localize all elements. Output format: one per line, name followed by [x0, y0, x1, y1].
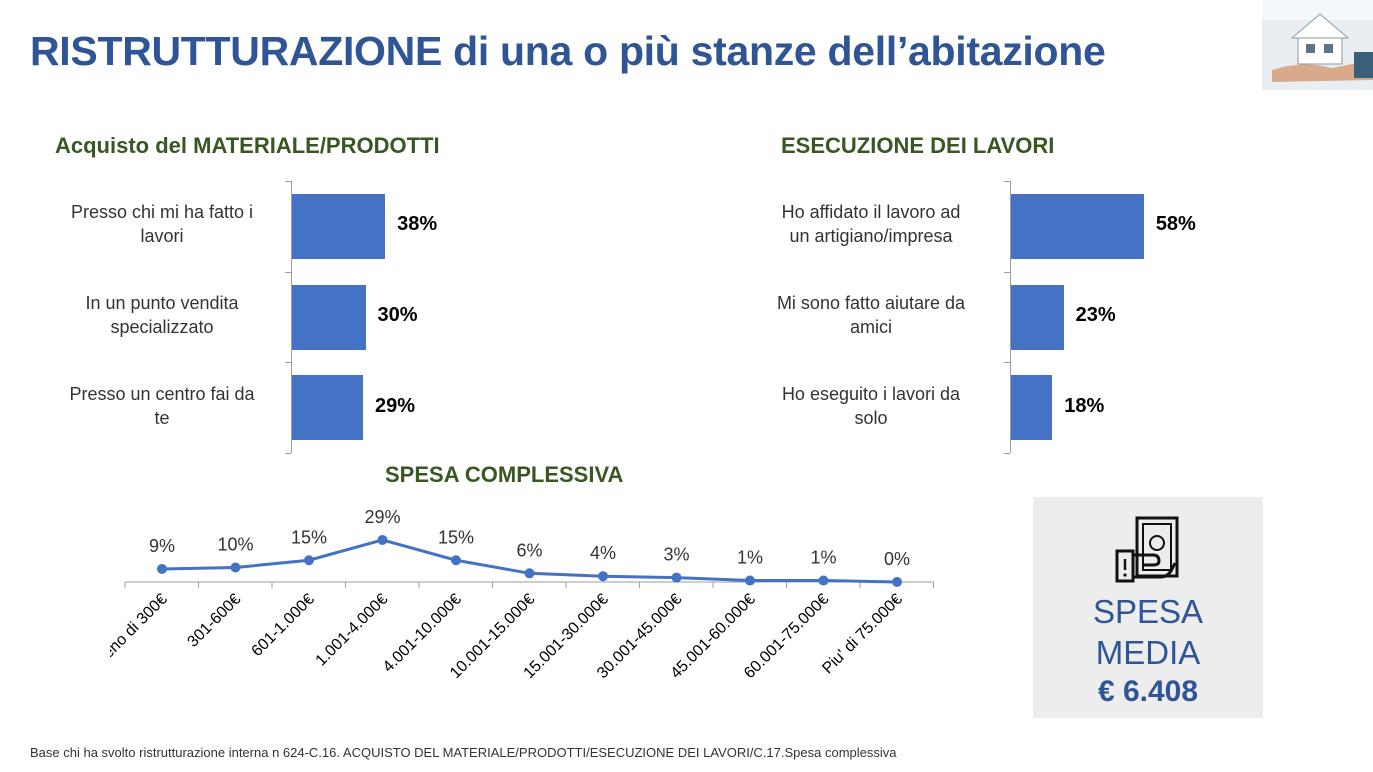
data-label: 1% — [737, 548, 763, 568]
x-tick-label: 601-1.000€ — [249, 591, 318, 660]
bar-axis-tick — [285, 181, 291, 182]
bar-axis-line — [1010, 181, 1011, 453]
data-point — [524, 568, 535, 579]
house-in-hand-image — [1262, 0, 1373, 90]
data-point — [745, 575, 755, 586]
bar-category-label: In un punto vendita specializzato — [85, 293, 239, 337]
data-point — [818, 575, 829, 586]
data-point — [892, 577, 902, 587]
data-point — [671, 572, 682, 583]
page-title: RISTRUTTURAZIONE di una o più stanze del… — [30, 28, 1106, 74]
bar — [1011, 193, 1144, 259]
data-label: 6% — [516, 540, 542, 560]
x-tick-label: Piu' di 75.000€ — [819, 591, 906, 678]
data-label: 29% — [364, 507, 400, 527]
bar-value-label: 29% — [375, 394, 416, 417]
bar-category-label: Presso chi mi ha fatto i lavori — [70, 202, 254, 247]
bar — [292, 284, 366, 350]
average-label-line1: SPESA — [1092, 593, 1204, 630]
bar-axis-tick — [285, 271, 291, 273]
data-point — [598, 571, 608, 582]
data-label: 15% — [438, 527, 474, 547]
average-value: € 6.408 — [1097, 675, 1199, 708]
x-tick-label: 4.001-10.000€ — [380, 591, 465, 676]
bar — [292, 193, 386, 259]
data-point — [304, 555, 314, 566]
spending-line-chart: 9% 10% 15% 29% 15% 6% 4% 3% 1% 1% 0% Meno di 300€ 30… — [110, 507, 934, 682]
bar-axis-tick — [285, 453, 291, 454]
bar — [1011, 284, 1064, 350]
data-label: 10% — [217, 535, 253, 555]
bar-axis-tick — [1004, 181, 1010, 182]
bar-category-label: Ho eseguito i lavori da solo — [781, 383, 961, 428]
material-bar-chart: Presso chi mi ha fatto i lavori 38% In un p… — [30, 181, 530, 454]
footnote: Base chi ha svolto ristrutturazione inte… — [30, 745, 897, 760]
bar — [1011, 375, 1053, 441]
data-label: 4% — [590, 543, 616, 563]
work-bar-chart: Ho affidato il lavoro ad un artigiano/imp… — [740, 181, 1300, 454]
material-chart-title: Acquisto del MATERIALE/PRODOTTI — [55, 133, 440, 158]
bar — [292, 375, 364, 441]
bar-value-label: 18% — [1064, 394, 1105, 417]
data-point — [230, 562, 241, 573]
data-label: 3% — [663, 545, 689, 565]
bar-axis-tick — [1004, 362, 1010, 364]
data-point — [451, 555, 461, 566]
data-label: 1% — [810, 548, 836, 568]
bar-value-label: 58% — [1155, 213, 1196, 236]
x-tick-label: 1.001-4.000€ — [313, 591, 392, 670]
spending-chart-title: SPESA COMPLESSIVA — [385, 462, 624, 487]
x-tick-label: Meno di 300€ — [110, 591, 171, 672]
money-hand-icon — [1115, 516, 1179, 583]
data-label: 9% — [149, 536, 175, 556]
bar-category-label: Ho affidato il lavoro ad un artigiano/imp… — [781, 202, 961, 247]
bar-value-label: 23% — [1075, 304, 1116, 326]
bar-axis-tick — [1004, 271, 1010, 273]
bar-category-label: Mi sono fatto aiutare da amici — [776, 293, 966, 337]
bar-value-label: 38% — [397, 213, 438, 236]
bar-axis-tick — [285, 362, 291, 364]
bar-axis-tick — [1004, 453, 1010, 454]
bar-value-label: 30% — [377, 304, 418, 326]
data-point — [157, 563, 167, 574]
work-chart-title: ESECUZIONE DEI LAVORI — [781, 133, 1055, 158]
bar-category-label: Presso un centro fai da te — [69, 383, 255, 428]
data-label: 0% — [884, 549, 910, 569]
bar-axis-line — [291, 181, 292, 453]
average-label-line2: MEDIA — [1095, 634, 1201, 671]
data-label: 15% — [291, 527, 327, 547]
data-point — [377, 534, 388, 545]
average-spending-box: SPESA MEDIA € 6.408 — [1033, 497, 1263, 718]
x-tick-label: 301-600€ — [184, 591, 244, 651]
